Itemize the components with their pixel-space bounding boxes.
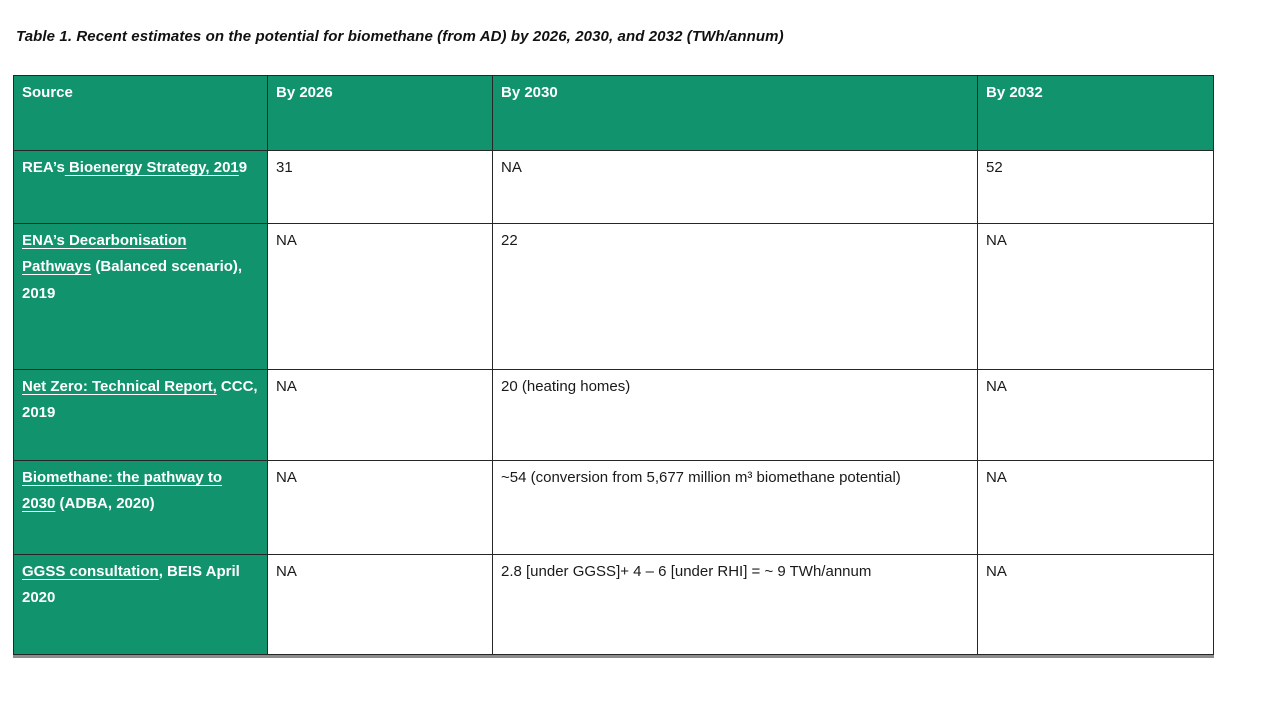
cell-by2032: NA [977,460,1214,555]
source-link[interactable]: ENA’s Decarbonisation Pathways [22,232,187,276]
table-row: GGSS consultation, BEIS April 2020 NA 2.8 … [13,554,1214,655]
cell-by2032: NA [977,369,1214,461]
source-text: (ADBA, 2020) [55,495,155,513]
table-caption: Table 1. Recent estimates on the potenti… [16,28,784,45]
source-text: , BEIS April 2020 [22,563,240,607]
source-link[interactable]: GGSS consultation [22,563,159,580]
biomethane-estimates-table: Source By 2026 By 2030 By 2032 REA’s Bio… [13,75,1214,655]
cell-by2026: NA [267,369,493,461]
source-text: REA’s [22,159,65,176]
source-cell: GGSS consultation, BEIS April 2020 [13,554,268,655]
source-text: CCC, 2019 [22,378,258,422]
table-row: REA’s Bioenergy Strategy, 2019 31 NA 52 [13,150,1214,224]
cell-by2032: NA [977,223,1214,370]
cell-by2026: 31 [267,150,493,224]
cell-by2026: NA [267,223,493,370]
source-link[interactable]: Bioenergy Strategy, 201 [64,159,239,176]
cell-by2030: ~54 (conversion from 5,677 million m³ bi… [492,460,978,555]
source-cell: Net Zero: Technical Report, CCC, 2019 [13,369,268,461]
source-text: 9 [238,159,248,176]
source-cell: ENA’s Decarbonisation Pathways (Balanced… [13,223,268,370]
table-row: ENA’s Decarbonisation Pathways (Balanced… [13,223,1214,370]
cell-by2030: 2.8 [under GGSS]+ 4 – 6 [under RHI] = ~ … [492,554,978,655]
col-header-by-2026: By 2026 [267,75,493,151]
cell-by2032: NA [977,554,1214,655]
source-link[interactable]: Net Zero: Technical Report, [22,378,217,395]
col-header-source: Source [13,75,268,151]
table-row: Net Zero: Technical Report, CCC, 2019 NA 2… [13,369,1214,461]
cell-by2030: NA [492,150,978,224]
cell-by2030: 22 [492,223,978,370]
source-cell: REA’s Bioenergy Strategy, 2019 [13,150,268,224]
header-row: Source By 2026 By 2030 By 2032 [13,75,1214,151]
source-text: (Balanced scenario), 2019 [22,258,243,302]
source-cell: Biomethane: the pathway to 2030 (ADBA, 2… [13,460,268,555]
slide: Table 1. Recent estimates on the potenti… [0,28,1280,655]
cell-by2026: NA [267,460,493,555]
source-link[interactable]: Biomethane: the pathway to 2030 [22,469,223,513]
table-row: Biomethane: the pathway to 2030 (ADBA, 2… [13,460,1214,555]
cell-by2026: NA [267,554,493,655]
col-header-by-2032: By 2032 [977,75,1214,151]
cell-by2030: 20 (heating homes) [492,369,978,461]
cell-by2032: 52 [977,150,1214,224]
col-header-by-2030: By 2030 [492,75,978,151]
